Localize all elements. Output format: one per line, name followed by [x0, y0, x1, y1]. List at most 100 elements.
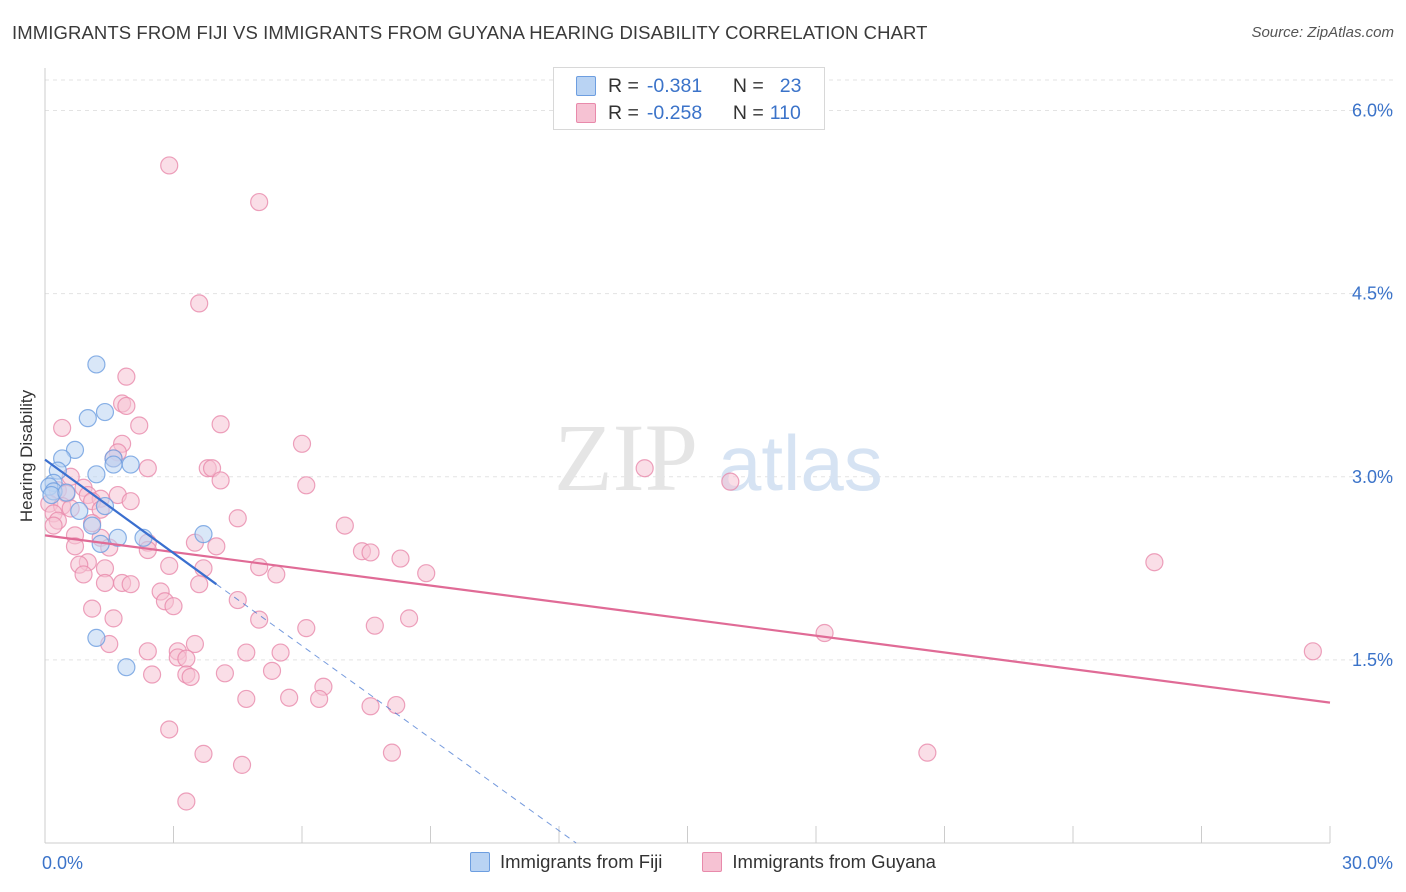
fiji-data-point [70, 501, 89, 521]
fiji-data-point [65, 440, 85, 460]
series-legend: Immigrants from Fiji Immigrants from Guy… [0, 851, 1406, 873]
x-tick-label: 0.0% [42, 853, 83, 873]
guyana-data-point [74, 565, 93, 584]
guyana-data-point [177, 649, 196, 668]
guyana-data-point [1145, 553, 1164, 572]
guyana-data-point [280, 688, 299, 707]
guyana-legend-swatch-icon [702, 852, 723, 872]
guyana-data-point [130, 416, 149, 435]
fiji-data-point [104, 455, 123, 474]
guyana-data-point [164, 597, 183, 616]
watermark-zip: ZIP [554, 404, 698, 511]
guyana-data-point [228, 509, 247, 528]
fiji-swatch-icon [576, 76, 596, 96]
guyana-data-point [194, 744, 213, 763]
guyana-data-point [104, 609, 123, 628]
fiji-data-point [95, 496, 115, 516]
guyana-data-point [635, 459, 654, 478]
guyana-data-point [211, 471, 230, 490]
fiji-data-point [78, 409, 97, 428]
legend-fiji-label: Immigrants from Fiji [500, 851, 663, 872]
legend-r-value: -0.258 [646, 101, 703, 124]
legend-r-label: R = [608, 101, 639, 124]
fiji-data-point [83, 516, 102, 535]
guyana-data-point [391, 549, 410, 568]
fiji-data-point [87, 355, 106, 374]
tick-labels: 1.5% 3.0% 4.5% 6.0% 0.0% 30.0% [42, 101, 1393, 873]
fiji-data-point [194, 525, 213, 544]
legend-n-value: 23 [779, 74, 802, 97]
guyana-data-point [310, 689, 329, 709]
axes [44, 68, 1331, 844]
guyana-data-point [335, 516, 354, 535]
trend-lines [44, 458, 1331, 844]
guyana-data-point [250, 192, 269, 212]
guyana-data-point [232, 755, 252, 774]
fiji-trend-line [44, 458, 217, 586]
guyana-data-point [237, 643, 256, 662]
guyana-data-point [83, 599, 102, 618]
guyana-data-point [138, 642, 157, 661]
guyana-trend-line [44, 534, 1331, 704]
guyana-data-point [297, 476, 316, 495]
x-tick-label: 30.0% [1342, 853, 1393, 873]
guyana-data-point [1303, 642, 1322, 661]
guyana-data-point [250, 557, 269, 577]
guyana-data-point [399, 609, 419, 628]
guyana-data-point [65, 537, 85, 556]
guyana-data-point [297, 619, 316, 638]
legend-n-value: 110 [769, 101, 801, 124]
legend-item-guyana: Immigrants from Guyana [702, 851, 936, 873]
fiji-data-point [87, 465, 106, 484]
guyana-data-point [95, 573, 115, 593]
fiji-data-point [117, 658, 136, 677]
guyana-data-point [160, 556, 179, 575]
chart-source: Source: ZipAtlas.com [1251, 24, 1394, 41]
guyana-data-point [271, 643, 290, 662]
guyana-data-point [121, 575, 140, 594]
guyana-data-point [53, 418, 72, 438]
legend-r-label: R = [608, 74, 639, 97]
legend-guyana-label: Immigrants from Guyana [732, 851, 936, 872]
fiji-data-point [57, 483, 76, 502]
guyana-data-point [237, 689, 256, 709]
fiji-data-point [42, 485, 61, 505]
guyana-data-point [181, 667, 200, 687]
guyana-data-point [117, 396, 136, 416]
legend-item-fiji: Immigrants from Fiji [470, 851, 662, 873]
guyana-data-point [211, 415, 230, 434]
chart-title: IMMIGRANTS FROM FIJI VS IMMIGRANTS FROM … [12, 22, 928, 43]
guyana-swatch-icon [576, 103, 596, 123]
guyana-data-point [185, 634, 205, 654]
legend-r-value: -0.381 [646, 74, 703, 97]
y-tick-label: 1.5% [1352, 650, 1393, 670]
guyana-data-point [250, 610, 269, 629]
watermark: ZIP atlas [554, 404, 883, 511]
fiji-data-point [121, 455, 140, 474]
guyana-data-point [138, 459, 157, 478]
fiji-data-point [108, 528, 127, 547]
fiji-trend-extension [216, 583, 577, 844]
guyana-data-point [262, 661, 282, 680]
guyana-data-point [207, 537, 226, 556]
guyana-data-point [721, 472, 740, 491]
correlation-legend: R = -0.381 N = 23 R = -0.258 N = 110 [553, 67, 825, 130]
legend-n-label: N = [732, 101, 764, 124]
guyana-data-point [177, 792, 196, 811]
y-axis-label: Hearing Disability [17, 389, 36, 522]
guyana-data-point [44, 516, 63, 535]
guyana-data-point [117, 367, 136, 386]
guyana-data-point [292, 434, 312, 453]
fiji-data-point [95, 402, 115, 422]
y-tick-label: 6.0% [1352, 101, 1393, 121]
legend-row-fiji: R = -0.381 N = 23 [576, 73, 801, 99]
guyana-data-point [267, 565, 286, 584]
guyana-data-point [361, 543, 380, 562]
watermark-atlas: atlas [718, 419, 883, 507]
guyana-data-point [121, 492, 140, 511]
guyana-data-point [382, 743, 402, 762]
fiji-data-point [87, 628, 106, 648]
y-tick-label: 4.5% [1352, 284, 1393, 304]
grid-lines [45, 79, 1395, 661]
